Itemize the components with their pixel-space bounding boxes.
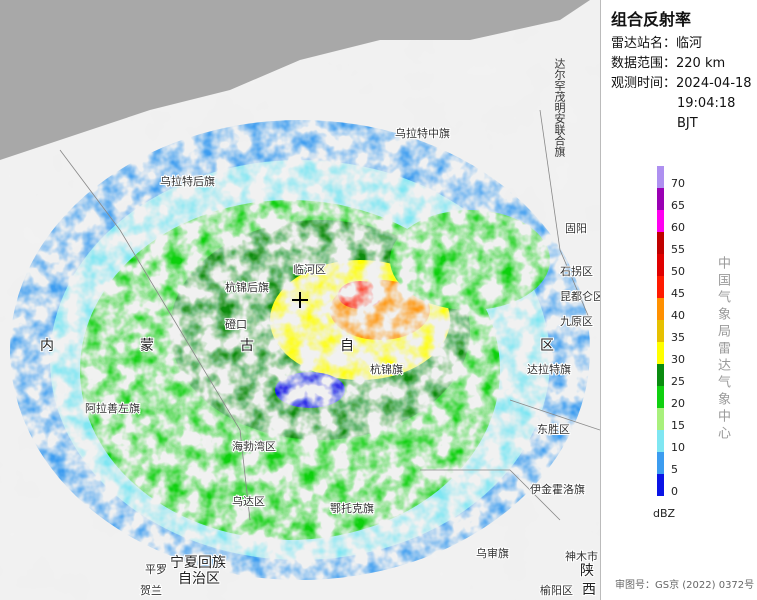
place-label: 乌拉特后旗	[160, 174, 215, 188]
legend-label: 70	[671, 177, 685, 190]
legend-label: 40	[671, 309, 685, 322]
legend-color	[657, 386, 664, 408]
legend-label: 25	[671, 375, 685, 388]
legend-label: 50	[671, 265, 685, 278]
label: 观测时间：	[611, 76, 677, 91]
place-label: 达尔罕茂明安联合旗	[553, 58, 566, 157]
place-label: 自	[340, 338, 354, 354]
place-label: 自治区	[178, 571, 220, 587]
legend-color	[657, 320, 664, 342]
legend-color	[657, 298, 664, 320]
legend: 0 5 10 15 20 25 30 35 40 45 50 55 60 65 70 dBZ	[653, 166, 685, 520]
value: 临河	[676, 36, 703, 51]
place-label: 乌审旗	[476, 546, 509, 560]
legend-label: 45	[671, 287, 685, 300]
legend-label: 5	[671, 463, 678, 476]
place-label: 贺兰	[140, 584, 162, 597]
legend-color	[657, 210, 664, 232]
legend-color	[657, 166, 664, 188]
label: 数据范围：	[611, 56, 677, 71]
legend-color	[657, 452, 664, 474]
place-label: 伊金霍洛旗	[530, 482, 585, 496]
legend-color	[657, 474, 664, 496]
legend-color	[657, 254, 664, 276]
place-label: 固阳	[565, 222, 587, 235]
place-label: 乌达区	[232, 494, 265, 508]
legend-color	[657, 232, 664, 254]
place-label: 磴口	[225, 318, 247, 331]
place-label: 东胜区	[537, 422, 570, 436]
place-label: 阿拉善左旗	[85, 401, 140, 415]
legend-label: 20	[671, 397, 685, 410]
place-label: 杭锦旗	[370, 362, 403, 376]
place-label: 神木市	[565, 549, 598, 563]
place-label: 内	[40, 338, 54, 354]
legend-label: 55	[671, 243, 685, 256]
value: 220 km	[676, 56, 726, 71]
place-label: 平罗	[145, 563, 167, 576]
place-label: 石拐区	[560, 264, 593, 278]
info-panel: 组合反射率 雷达站名：临河 数据范围：220 km 观测时间：2024-04-1…	[600, 0, 757, 600]
place-label: 蒙	[140, 338, 154, 354]
legend-label: 0	[671, 485, 678, 498]
legend-color	[657, 188, 664, 210]
place-label: 昆都仑区	[560, 289, 600, 303]
credit: 中国气象局雷达气象中心	[715, 256, 730, 443]
legend-label: 30	[671, 353, 685, 366]
place-label: 乌拉特中旗	[395, 126, 450, 140]
info: 雷达站名：临河 数据范围：220 km 观测时间：2024-04-18 19:0…	[611, 34, 757, 134]
approval: 审图号：GS京 (2022) 0372号	[615, 580, 755, 591]
legend-label: 10	[671, 441, 685, 454]
place-label: 达拉特旗	[527, 362, 571, 376]
legend-color	[657, 408, 664, 430]
echo-layer	[10, 120, 590, 580]
place-label: 杭锦后旗	[225, 280, 269, 294]
place-label: 榆阳区	[540, 583, 573, 597]
place-label: 临河区	[293, 262, 326, 276]
legend-label: 15	[671, 419, 685, 432]
legend-label: 65	[671, 199, 685, 212]
value: 19:04:18 BJT	[677, 96, 736, 131]
place-label: 西	[582, 582, 596, 598]
legend-color	[657, 342, 664, 364]
place-label: 海勃湾区	[232, 439, 276, 453]
place-label: 陕	[580, 563, 594, 579]
legend-unit: dBZ	[653, 507, 676, 520]
value: 2024-04-18	[676, 76, 752, 91]
radar-map: 乌拉特中旗 乌拉特后旗 临河区 杭锦后旗 磴口 内 蒙 古 自 区 达拉特旗 九…	[0, 0, 600, 600]
place-label: 宁夏回族	[170, 554, 226, 571]
legend-label: 60	[671, 221, 685, 234]
label: 雷达站名：	[611, 36, 677, 51]
panel-title: 组合反射率	[611, 10, 692, 29]
legend-label: 35	[671, 331, 685, 344]
place-label: 古	[240, 338, 254, 354]
place-label: 九原区	[560, 315, 593, 328]
legend-color	[657, 364, 664, 386]
legend-color	[657, 430, 664, 452]
place-label: 区	[540, 338, 554, 354]
legend-color	[657, 276, 664, 298]
place-label: 鄂托克旗	[330, 501, 374, 515]
